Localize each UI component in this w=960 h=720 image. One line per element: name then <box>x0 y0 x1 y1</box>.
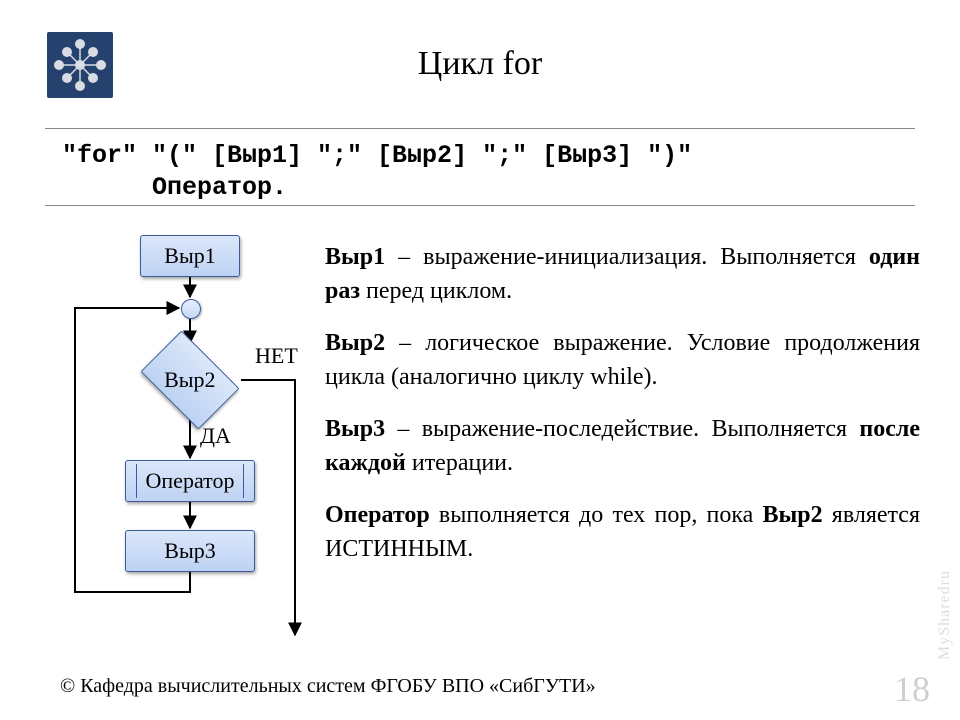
syntax-line1: "for" "(" [Выр1] ";" [Выр2] ";" [Выр3] "… <box>62 140 692 172</box>
syntax-line2: Оператор. <box>62 172 692 204</box>
desc-p3: Выр3 – выражение-последействие. Выполняе… <box>325 412 920 480</box>
desc-p1: Выр1 – выражение-инициализация. Выполняе… <box>325 240 920 308</box>
footer-copyright: © Кафедра вычислительных систем ФГОБУ ВП… <box>60 675 596 698</box>
node-operator: Оператор <box>125 460 255 502</box>
flowchart-lines <box>45 225 310 645</box>
label-yes: ДА <box>200 423 231 449</box>
syntax-block: "for" "(" [Выр1] ";" [Выр2] ";" [Выр3] "… <box>62 140 692 204</box>
node-expr3: Выр3 <box>125 530 255 572</box>
node-expr1: Выр1 <box>140 235 240 277</box>
node-expr3-label: Выр3 <box>164 538 215 564</box>
label-no: НЕТ <box>255 343 298 369</box>
description: Выр1 – выражение-инициализация. Выполняе… <box>325 240 920 584</box>
desc-p2: Выр2 – логическое выражение. Условие про… <box>325 326 920 394</box>
node-expr1-label: Выр1 <box>164 243 215 269</box>
node-expr2-label: Выр2 <box>164 367 215 393</box>
node-operator-label: Оператор <box>146 468 235 494</box>
flowchart: Выр1 Выр2 Оператор Выр3 ДА НЕТ <box>45 225 310 645</box>
page-title: Цикл for <box>0 45 960 83</box>
desc-p4: Оператор выполняется до тех пор, пока Вы… <box>325 498 920 566</box>
node-merge <box>181 299 201 319</box>
divider-bottom <box>45 205 915 206</box>
page-number: 18 <box>894 668 930 710</box>
divider-top <box>45 128 915 129</box>
watermark: MySharedru <box>936 570 954 660</box>
